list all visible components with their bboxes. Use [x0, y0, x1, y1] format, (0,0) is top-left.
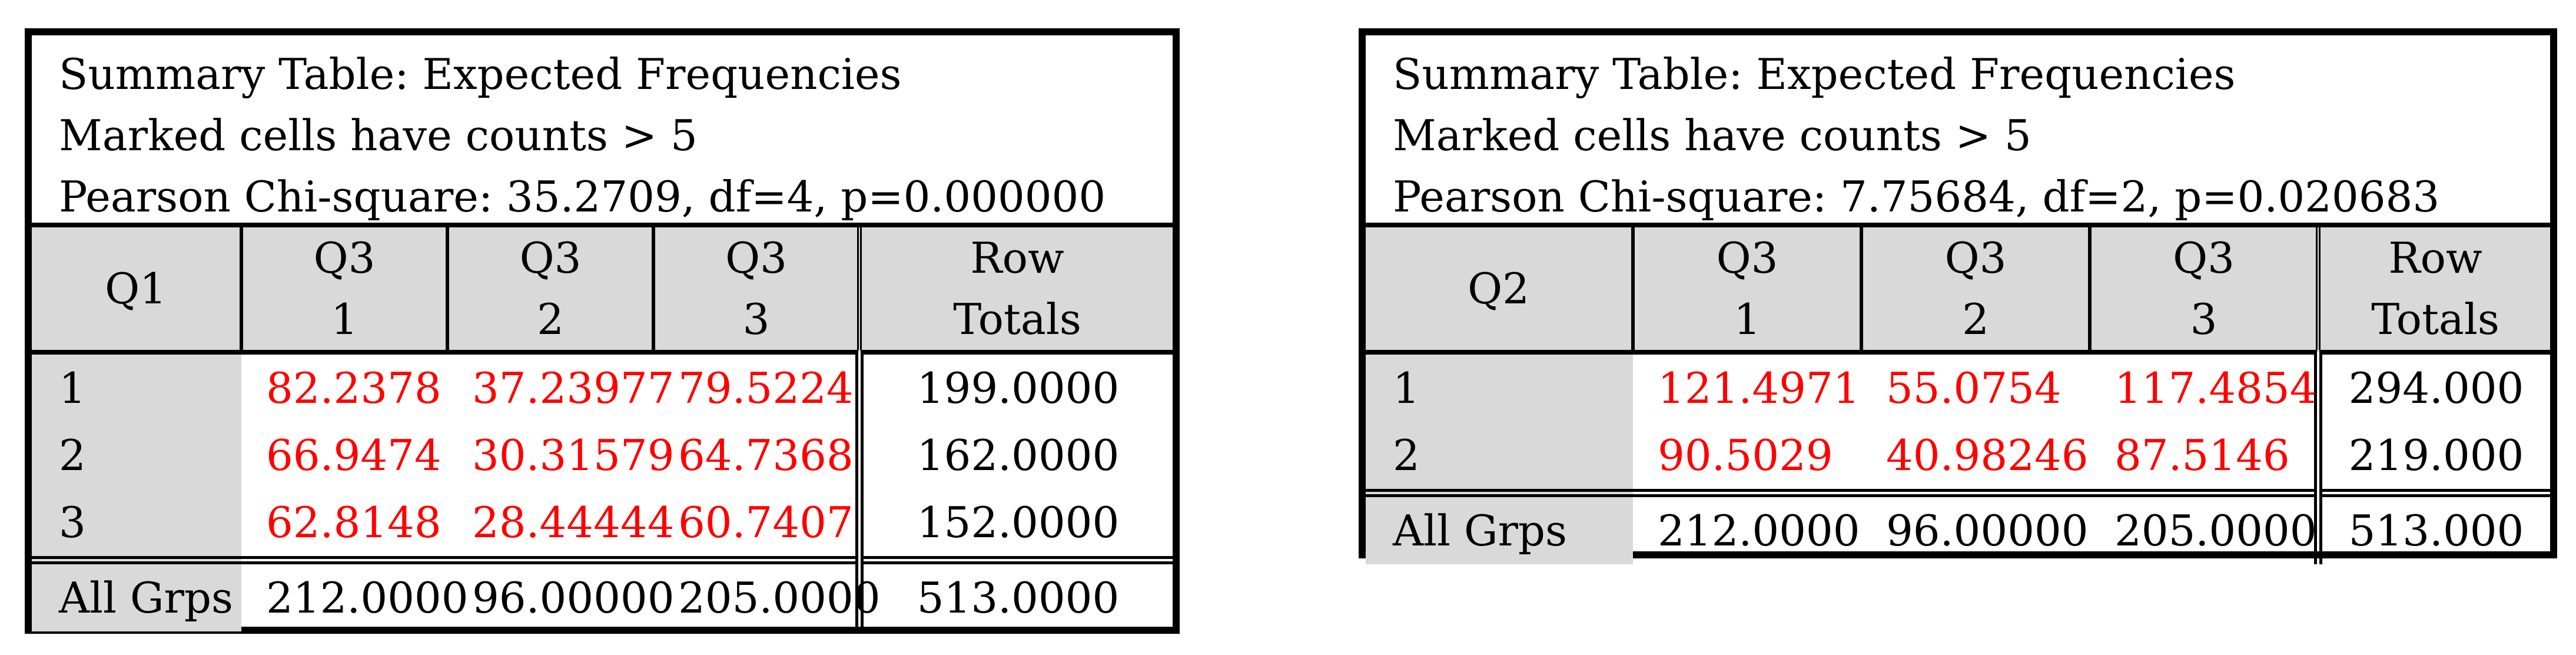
- table-header-block: Summary Table: Expected Frequencies Mark…: [32, 35, 1173, 227]
- row-total: 199.0000: [855, 352, 1173, 422]
- table-stats: Pearson Chi-square: 7.75684, df=2, p=0.0…: [1393, 172, 2440, 221]
- column-header: Q3 3: [2090, 227, 2320, 355]
- row-label: 1: [32, 352, 241, 422]
- column-total: 205.0000: [653, 556, 881, 631]
- column-header: Q3 2: [1861, 227, 2092, 355]
- table-row: 1 121.4971 55.0754 117.4854 294.000: [1366, 352, 2550, 422]
- expected-cell: 87.5146: [2114, 431, 2290, 480]
- table-note: Marked cells have counts > 5: [59, 111, 698, 160]
- column-total: 212.0000: [241, 556, 469, 631]
- column-header: Q3 1: [1633, 227, 1863, 355]
- row-total: 294.000: [2314, 352, 2550, 422]
- column-total: 205.0000: [2090, 489, 2318, 564]
- row-label: All Grps: [32, 556, 241, 631]
- row-label: 2: [32, 422, 241, 489]
- expected-cell: 64.7368: [678, 431, 854, 480]
- row-total: 162.0000: [855, 422, 1173, 489]
- table-title: Summary Table: Expected Frequencies: [59, 49, 902, 99]
- row-label: 2: [1366, 422, 1633, 493]
- expected-cell: 90.5029: [1658, 431, 1833, 480]
- row-variable-header: Q2: [1366, 227, 1635, 355]
- row-total: 152.0000: [855, 489, 1173, 560]
- column-header: Q3 2: [447, 227, 655, 355]
- row-label: 1: [1366, 352, 1633, 422]
- table-row: 2 90.5029 40.98246 87.5146 219.000: [1366, 422, 2550, 493]
- expected-cell: 40.98246: [1886, 431, 2089, 480]
- expected-cell: 66.9474: [266, 431, 441, 480]
- frequency-table: Q2 Q3 1 Q3 2 Q3 3 Row Totals 1 121.4971 55.0…: [1366, 227, 2550, 564]
- table-row: 1 82.2378 37.23977 79.5224 199.0000: [32, 352, 1173, 422]
- column-total: 96.00000: [1861, 489, 2090, 564]
- column-header-row: Q1 Q3 1 Q3 2 Q3 3 Row Totals: [32, 227, 1173, 355]
- summary-table-q2: Summary Table: Expected Frequencies Mark…: [1359, 28, 2557, 564]
- table-row: 3 62.8148 28.44444 60.7407 152.0000: [32, 489, 1173, 560]
- expected-cell: 55.0754: [1886, 363, 2062, 413]
- expected-cell: 60.7407: [678, 498, 854, 547]
- grand-total: 513.000: [2314, 489, 2550, 564]
- expected-cell: 30.31579: [472, 431, 675, 480]
- expected-cell: 62.8148: [266, 498, 441, 547]
- row-totals-header: Row Totals: [857, 227, 1173, 355]
- row-totals-header: Row Totals: [2316, 227, 2550, 355]
- all-groups-row: All Grps 212.0000 96.00000 205.0000 513.…: [32, 556, 1173, 631]
- row-label: All Grps: [1366, 489, 1633, 564]
- grand-total: 513.0000: [855, 556, 1173, 631]
- column-header: Q3 3: [653, 227, 861, 355]
- table-stats: Pearson Chi-square: 35.2709, df=4, p=0.0…: [59, 172, 1106, 221]
- row-variable-header: Q1: [32, 227, 243, 355]
- frequency-table: Q1 Q3 1 Q3 2 Q3 3 Row Totals 1 82.2378 37.23…: [32, 227, 1173, 631]
- summary-table-q1: Summary Table: Expected Frequencies Mark…: [25, 28, 1180, 634]
- expected-cell: 121.4971: [1658, 363, 1860, 413]
- table-header-block: Summary Table: Expected Frequencies Mark…: [1366, 35, 2550, 227]
- column-total: 212.0000: [1633, 489, 1861, 564]
- expected-cell: 37.23977: [472, 363, 675, 413]
- expected-cell: 82.2378: [266, 363, 441, 413]
- column-header-row: Q2 Q3 1 Q3 2 Q3 3 Row Totals: [1366, 227, 2550, 355]
- table-note: Marked cells have counts > 5: [1393, 111, 2031, 160]
- expected-cell: 79.5224: [678, 363, 854, 413]
- table-title: Summary Table: Expected Frequencies: [1393, 49, 2236, 99]
- table-row: 2 66.9474 30.31579 64.7368 162.0000: [32, 422, 1173, 489]
- all-groups-row: All Grps 212.0000 96.00000 205.0000 513.…: [1366, 489, 2550, 564]
- row-total: 219.000: [2314, 422, 2550, 493]
- expected-cell: 28.44444: [472, 498, 675, 547]
- row-label: 3: [32, 489, 241, 560]
- column-header: Q3 1: [241, 227, 449, 355]
- expected-cell: 117.4854: [2114, 363, 2317, 413]
- column-total: 96.00000: [447, 556, 675, 631]
